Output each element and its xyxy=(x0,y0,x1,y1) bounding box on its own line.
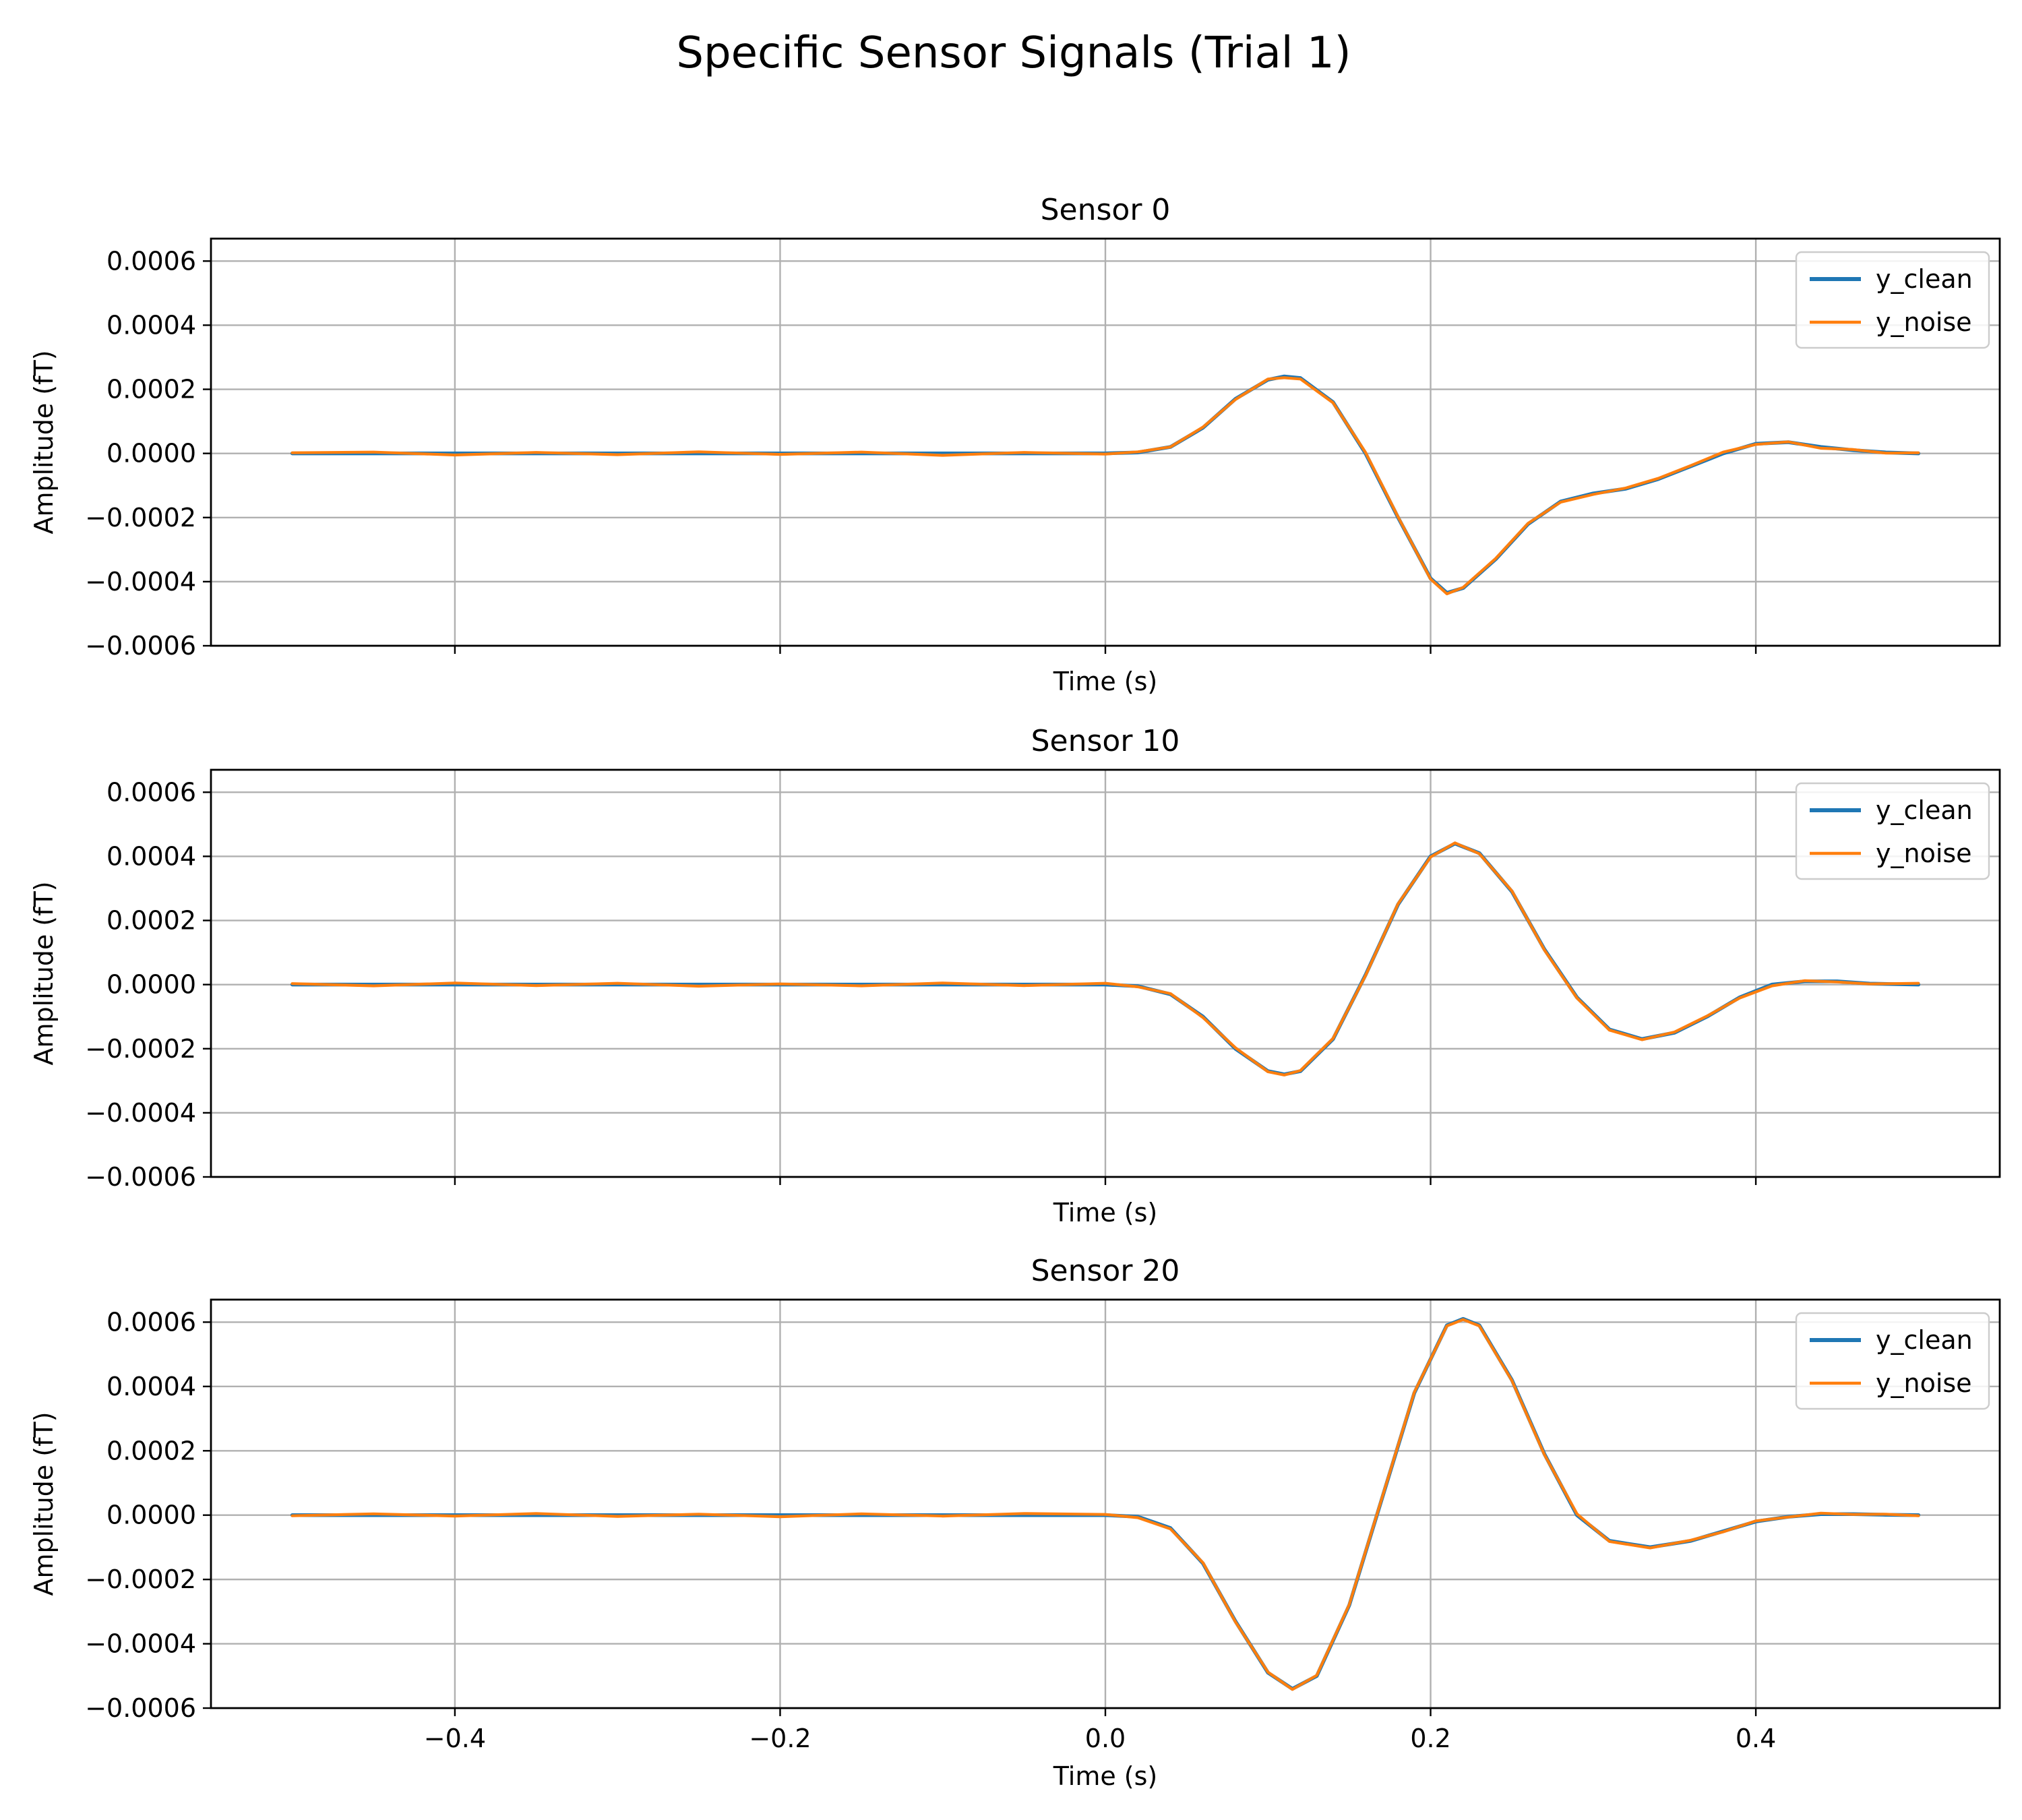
y-tick-label: 0.0004 xyxy=(106,310,196,340)
legend-box xyxy=(1795,251,1990,349)
y-axis-label: Amplitude (fT) xyxy=(29,1412,59,1596)
legend-label-y-noise: y_noise xyxy=(1876,307,1972,337)
x-tick-label: −0.4 xyxy=(424,1724,486,1753)
x-tick-label: 0.0 xyxy=(1085,1724,1126,1753)
series-line-y-noise xyxy=(290,1318,1920,1691)
x-tick-label: −0.2 xyxy=(749,1724,811,1753)
y-tick-label: 0.0004 xyxy=(106,1372,196,1401)
subplot-0: −0.0006 −0.0004 −0.0002 0.0000 0.0002 0.0004 0… xyxy=(29,193,2001,696)
legend: y_clean y_noise xyxy=(1795,782,1990,880)
y-tick-label: 0.0000 xyxy=(106,1500,196,1530)
y-tick-label: 0.0000 xyxy=(106,970,196,1000)
y-tick-label: −0.0004 xyxy=(85,1629,196,1659)
legend-box xyxy=(1795,1312,1990,1410)
legend-box xyxy=(1795,782,1990,880)
legend-label-y-noise: y_noise xyxy=(1876,839,1972,868)
y-tick-label: 0.0006 xyxy=(106,1307,196,1337)
x-axis-label: Time (s) xyxy=(1053,1198,1158,1227)
y-tick-label: 0.0002 xyxy=(106,906,196,936)
series-line-y-noise xyxy=(290,841,1920,1076)
x-tick-label: 0.4 xyxy=(1736,1724,1776,1753)
y-axis-label: Amplitude (fT) xyxy=(29,881,59,1065)
legend: y_clean y_noise xyxy=(1795,251,1990,349)
y-tick-label: 0.0002 xyxy=(106,375,196,404)
y-tick-label: −0.0006 xyxy=(85,631,196,661)
y-tick-label: −0.0002 xyxy=(85,1034,196,1064)
y-tick-label: 0.0000 xyxy=(106,439,196,468)
y-tick-label: 0.0004 xyxy=(106,841,196,871)
legend-label-y-noise: y_noise xyxy=(1876,1368,1972,1398)
y-tick-label: −0.0004 xyxy=(85,567,196,597)
subplot-title: Sensor 20 xyxy=(1031,1254,1180,1288)
series-line-y-noise xyxy=(290,376,1920,596)
legend: y_clean y_noise xyxy=(1795,1312,1990,1410)
subplot-title: Sensor 10 xyxy=(1031,724,1180,758)
legend-label-y-clean: y_clean xyxy=(1876,264,1973,294)
y-tick-label: −0.0006 xyxy=(85,1162,196,1192)
legend-label-y-clean: y_clean xyxy=(1876,795,1973,825)
y-tick-label: 0.0002 xyxy=(106,1436,196,1465)
subplot-1: −0.0006 −0.0004 −0.0002 0.0000 0.0002 0.0004 0… xyxy=(29,724,2001,1227)
y-tick-label: −0.0002 xyxy=(85,503,196,533)
x-axis-label: Time (s) xyxy=(1053,1761,1158,1791)
x-tick-label: 0.2 xyxy=(1410,1724,1450,1753)
y-axis-label: Amplitude (fT) xyxy=(29,350,59,534)
y-tick-label: −0.0006 xyxy=(85,1693,196,1723)
y-tick-label: 0.0006 xyxy=(106,246,196,276)
figure-suptitle: Specific Sensor Signals (Trial 1) xyxy=(676,28,1351,78)
y-tick-label: 0.0006 xyxy=(106,777,196,807)
subplot-2: −0.4 −0.2 0.0 0.2 0.4 −0.0006 −0.0004 −0.0002 0.… xyxy=(29,1254,2001,1791)
y-tick-label: −0.0002 xyxy=(85,1565,196,1594)
subplot-title: Sensor 0 xyxy=(1041,193,1171,227)
legend-label-y-clean: y_clean xyxy=(1876,1325,1973,1355)
y-tick-label: −0.0004 xyxy=(85,1098,196,1128)
x-axis-label: Time (s) xyxy=(1053,667,1158,696)
